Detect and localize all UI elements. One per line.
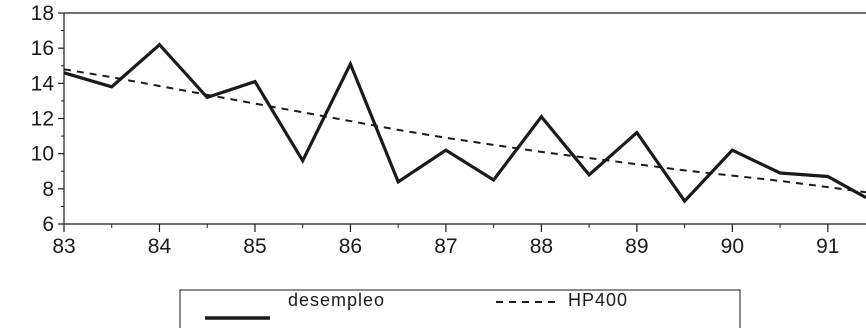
legend-box (179, 289, 741, 328)
y-tick-label: 10 (31, 143, 54, 166)
y-tick-label: 6 (42, 213, 54, 236)
series-line-desempleo (63, 42, 866, 204)
legend-label-desempleo: desempleo (288, 290, 385, 310)
series-layer (63, 42, 866, 204)
plot-frame (63, 12, 866, 225)
y-tick-label: 16 (31, 37, 54, 60)
x-tick-label: 89 (625, 235, 648, 258)
legend: desempleo HP400 (179, 289, 741, 328)
x-axis: 83 84 85 86 87 88 89 90 91 (52, 224, 839, 258)
x-tick-label: 84 (148, 235, 172, 258)
x-tick-label: 87 (434, 235, 457, 258)
series-line-hp400 (63, 68, 866, 194)
y-axis: 6 8 10 12 14 16 18 (31, 2, 64, 236)
y-tick-label: 8 (42, 178, 54, 201)
x-tick-label: 88 (530, 235, 553, 258)
x-tick-label: 86 (339, 235, 362, 258)
legend-label-hp400: HP400 (568, 290, 628, 310)
x-tick-label: 91 (816, 235, 839, 258)
x-tick-label: 85 (243, 235, 266, 258)
y-tick-label: 14 (31, 72, 55, 95)
y-tick-label: 18 (31, 2, 54, 25)
x-tick-label: 90 (721, 235, 744, 258)
y-tick-label: 12 (31, 108, 54, 131)
x-tick-label: 83 (52, 235, 75, 258)
